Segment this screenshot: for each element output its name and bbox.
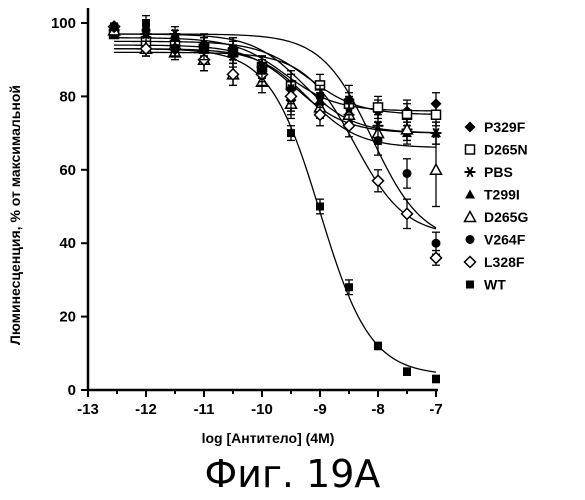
y-tick-label: 20 [59,309,76,326]
legend-marker-pbs [465,167,476,177]
data-point-wt [374,342,382,350]
data-point-wt [142,19,150,27]
figure-caption: Фиг. 19А [0,452,585,496]
x-axis-title: log [Антитело] (4M) [202,430,335,446]
x-tick-label: -7 [429,401,442,418]
legend-label-l328f: L328F [484,254,525,270]
legend-item-pbs: PBS [465,164,513,180]
y-axis-title: Люминесценция, % от максимальной [7,85,23,345]
fit-curve-d265g [114,49,436,147]
data-point-v264f [403,169,412,178]
legend-item-wt: WT [466,277,506,293]
data-point-v264f [432,239,441,248]
data-point-d265g [431,164,442,174]
data-point-v264f [374,136,383,145]
legend-marker-p329f [465,122,476,133]
legend-item-v264f: V264F [466,232,526,248]
y-tick-label: 100 [51,15,76,32]
fit-curve-l328f [114,52,436,228]
legend-label-d265n: D265N [484,142,528,158]
legend-item-d265n: D265N [466,142,528,158]
legend-label-wt: WT [484,277,506,293]
data-point-wt [200,45,208,53]
y-tick-label: 60 [59,162,76,179]
legend-label-d265g: D265G [484,209,528,225]
legend-marker-v264f [466,235,475,244]
legend-marker-l328f [465,257,476,268]
data-point-v264f [345,96,354,105]
legend-item-p329f: P329F [465,119,526,135]
x-tick-label: -10 [251,401,273,418]
legend-item-t299i: T299I [465,187,520,203]
data-point-wt [171,45,179,53]
data-point-wt [403,368,411,376]
y-axis-title-group: Люминесценция, % от максимальной [7,85,23,345]
legend-marker-d265n [466,145,475,154]
plot-area: 0 20 40 60 80 100 -13 -12 -11 -10 -9 -8 -7 [51,8,443,418]
data-point-wt [432,375,440,383]
legend-item-l328f: L328F [465,254,525,270]
data-point-wt [316,203,324,211]
x-tick-label: -13 [77,401,99,418]
y-tick-label: 0 [68,382,76,399]
data-point-wt [287,129,295,137]
legend-item-d265g: D265G [465,209,529,225]
legend-label-v264f: V264F [484,232,526,248]
x-tick-label: -12 [135,401,157,418]
legend-label-p329f: P329F [484,119,526,135]
data-point-wt [229,45,237,53]
legend-marker-wt [466,281,474,289]
chart: 0 20 40 60 80 100 -13 -12 -11 -10 -9 -8 -7 Люминесце… [0,0,585,460]
legend-label-t299i: T299I [484,187,520,203]
legend-marker-d265g [465,212,476,222]
x-tick-label: -8 [371,401,384,418]
x-tick-label: -9 [313,401,326,418]
x-tick-label: -11 [194,401,215,418]
data-point-d265n [432,110,441,119]
legend-label-pbs: PBS [484,164,513,180]
legend-marker-t299i [465,190,475,199]
y-tick-label: 40 [59,235,76,252]
data-point-v264f [316,92,325,101]
data-point-d265n [374,103,383,112]
data-point-wt [258,67,266,75]
y-tick-label: 80 [59,88,76,105]
legend: P329F D265N PBS T299I D265G V264F L328F WT [465,119,529,293]
data-point-wt [110,23,118,31]
data-point-wt [345,283,353,291]
fit-curve-wt [114,49,436,372]
